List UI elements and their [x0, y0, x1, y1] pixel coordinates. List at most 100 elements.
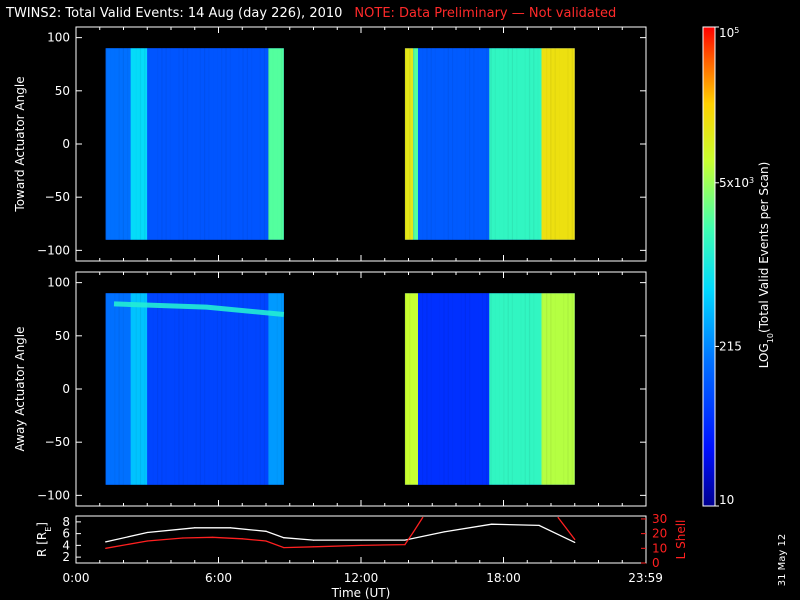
orbit-ytick-left-label: 4 — [62, 538, 70, 552]
away-striation — [277, 293, 278, 484]
orbit-xtick-label: 0:00 — [63, 571, 90, 585]
toward-striation — [238, 48, 239, 239]
away-striation — [156, 293, 159, 485]
toward-striation — [507, 48, 509, 240]
toward-striation — [208, 48, 209, 239]
toward-ytick-label: −100 — [37, 243, 70, 257]
away-striation — [443, 293, 445, 485]
away-striation — [263, 293, 266, 485]
away-striation — [559, 293, 560, 484]
away-striation — [546, 293, 548, 485]
away-striation — [507, 293, 509, 485]
orbit-xtick-label: 18:00 — [486, 571, 521, 585]
away-striation — [404, 293, 407, 485]
orbit-point-l-shell — [265, 540, 267, 542]
toward-striation — [554, 48, 556, 240]
orbit-point-l-shell — [182, 537, 184, 539]
away-band-7 — [541, 293, 575, 485]
toward-striation — [139, 48, 142, 240]
toward-ytick-label: 100 — [47, 31, 70, 45]
colorbar-label-sub: 10 — [766, 333, 775, 343]
away-striation — [524, 293, 526, 485]
orbit-point-r — [194, 527, 196, 529]
away-striation — [426, 293, 428, 485]
away-striation — [452, 293, 453, 484]
orbit-point-l-shell — [422, 516, 424, 519]
toward-striation — [563, 48, 564, 239]
toward-striation — [157, 48, 158, 239]
away-striation — [268, 293, 269, 484]
toward-band-5 — [413, 48, 418, 240]
away-striation — [482, 293, 483, 484]
toward-striation — [542, 48, 543, 239]
toward-ytick-label: −50 — [45, 190, 70, 204]
away-striation — [469, 293, 471, 485]
toward-striation — [546, 48, 547, 239]
away-band-5 — [418, 293, 490, 485]
title-note: NOTE: Data Preliminary — Not validated — [354, 6, 617, 21]
toward-striation — [195, 48, 196, 239]
toward-striation — [533, 48, 535, 240]
orbit-point-r — [538, 524, 540, 527]
away-ytick-label: 50 — [55, 329, 70, 343]
away-striation — [118, 293, 120, 485]
toward-striation — [131, 48, 132, 239]
chart-title: TWINS2: Total Valid Events: 14 Aug (day … — [6, 6, 616, 21]
toward-ytick-label: 0 — [62, 137, 70, 151]
toward-striation — [225, 48, 227, 240]
toward-striation — [537, 48, 538, 239]
toward-striation — [473, 48, 475, 240]
toward-striation — [246, 48, 248, 240]
orbit-ylabel-left-close: ] — [35, 522, 49, 527]
away-striation — [110, 293, 111, 484]
away-ytick-label: 0 — [62, 382, 70, 396]
away-striation — [528, 293, 531, 485]
away-striation — [234, 293, 235, 484]
away-striation — [435, 293, 436, 484]
orbit-xtick-label: 23:59 — [628, 571, 663, 585]
toward-striation — [422, 48, 423, 239]
away-striation — [490, 293, 492, 485]
away-band-3 — [268, 293, 284, 485]
away-striation — [461, 293, 462, 484]
away-striation — [144, 293, 145, 484]
toward-striation — [447, 48, 449, 240]
colorbar-gradient — [702, 26, 716, 507]
away-striation — [409, 293, 410, 484]
away-striation — [520, 293, 521, 484]
orbit-series-r — [105, 523, 576, 543]
colorbar-tick-label: 5x103 — [719, 175, 754, 190]
away-striation — [516, 293, 517, 484]
away-heatmap-panel: 100 50 0 −50 −100 Away Actuator Angle — [13, 271, 647, 507]
orbit-point-l-shell — [312, 546, 315, 548]
colorbar-label-log: LOG — [757, 343, 771, 368]
away-striation — [422, 293, 424, 485]
away-striation — [413, 293, 414, 484]
away-striation — [247, 293, 248, 484]
colorbar-tick-label: 10 — [719, 493, 734, 507]
toward-striation — [272, 48, 273, 239]
away-striation — [230, 293, 231, 484]
toward-striation — [118, 48, 120, 240]
away-striation — [182, 293, 184, 485]
toward-striation — [404, 48, 407, 240]
toward-striation — [251, 48, 252, 239]
colorbar-tick-label: 215 — [719, 339, 742, 353]
orbit-point-l-shell — [105, 547, 107, 549]
toward-striation — [161, 48, 163, 240]
toward-striation — [277, 48, 278, 239]
away-ytick-label: −50 — [45, 435, 70, 449]
away-striation — [542, 293, 543, 484]
toward-striation — [525, 48, 526, 239]
away-striation — [131, 293, 132, 484]
away-striation — [567, 293, 569, 485]
toward-striation — [114, 48, 115, 239]
colorbar-tick-base: 5x10 — [719, 176, 749, 190]
orbit-point-l-shell-segment-2 — [557, 516, 559, 519]
toward-striation — [516, 48, 517, 239]
toward-striation — [490, 48, 492, 240]
away-striation — [259, 293, 261, 485]
away-striation — [499, 293, 500, 484]
orbit-point-r — [105, 541, 107, 543]
